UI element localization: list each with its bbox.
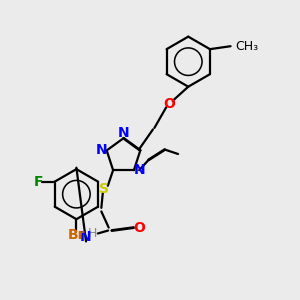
Text: F: F — [34, 175, 43, 189]
Text: H: H — [88, 227, 97, 240]
Text: S: S — [99, 182, 109, 196]
Text: Br: Br — [68, 228, 85, 242]
Text: N: N — [118, 126, 129, 140]
Text: O: O — [163, 98, 175, 111]
Text: N: N — [80, 230, 92, 244]
Text: CH₃: CH₃ — [235, 40, 258, 53]
Text: N: N — [134, 163, 145, 177]
Text: N: N — [96, 143, 107, 158]
Text: O: O — [133, 220, 145, 235]
